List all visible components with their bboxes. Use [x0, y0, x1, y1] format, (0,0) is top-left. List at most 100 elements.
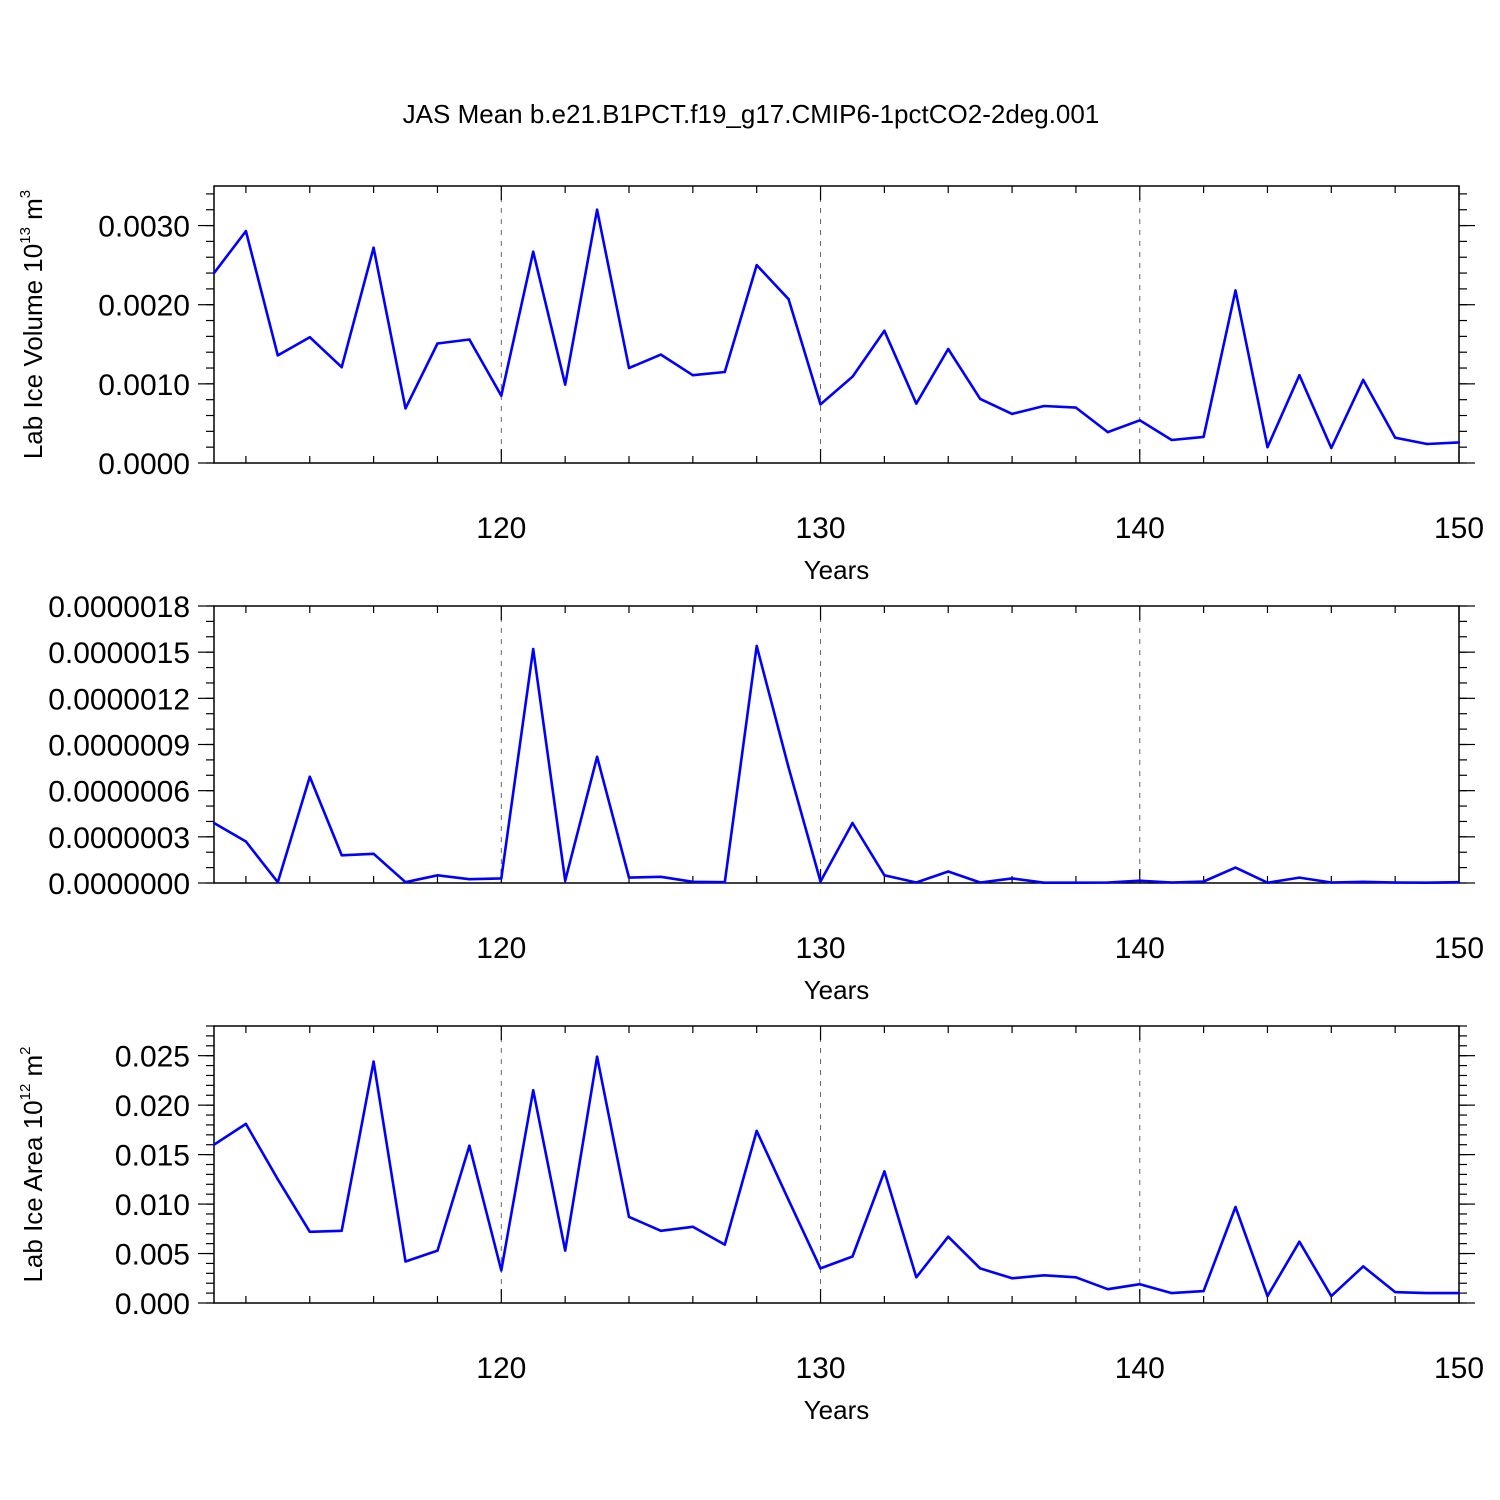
x-axis-label: Years [804, 555, 870, 585]
y-tick-label: 0.0000009 [48, 730, 190, 763]
data-point [978, 1267, 982, 1270]
y-tick-label: 0.0010 [98, 369, 190, 402]
x-tick-label: 130 [796, 512, 846, 545]
data-point [1234, 289, 1237, 292]
data-point [500, 394, 503, 397]
data-point [1425, 881, 1429, 884]
data-point [532, 1089, 535, 1092]
data-point [1170, 1291, 1173, 1295]
data-point [915, 1276, 918, 1279]
x-tick-label: 140 [1115, 1352, 1165, 1385]
data-point [787, 766, 790, 769]
plot-frame [213, 605, 1460, 884]
data-point [1234, 1205, 1237, 1209]
data-point [755, 263, 758, 267]
data-point [1106, 430, 1110, 434]
y-tick-label: 0.0000003 [48, 822, 190, 855]
data-point [787, 297, 790, 301]
panel-1: 0.0000 0.0010 0.0020 0.0030 120 130 140 150 Year… [17, 185, 1484, 585]
data-point [691, 1225, 695, 1229]
data-point [978, 397, 982, 401]
data-point [1362, 880, 1365, 883]
data-point [244, 1122, 248, 1126]
data-point [563, 1249, 567, 1252]
data-point [819, 403, 822, 406]
data-point [1010, 1277, 1014, 1280]
data-point [915, 402, 918, 405]
data-point [372, 1060, 375, 1063]
x-tick-label: 120 [476, 1352, 526, 1385]
data-point [723, 370, 726, 374]
data-point [595, 1055, 599, 1058]
y-tick-label: 0.0000000 [48, 868, 190, 901]
data-point [372, 852, 375, 855]
data-point [1425, 1291, 1429, 1295]
data-point [404, 407, 407, 410]
data-point [659, 1229, 663, 1232]
data-point [468, 1144, 471, 1147]
data-point [659, 875, 663, 879]
data-point [1330, 446, 1333, 450]
data-point [1393, 881, 1397, 884]
data-point [276, 881, 280, 884]
data-point [276, 1178, 280, 1181]
y-tick-label: 0.020 [115, 1090, 190, 1123]
data-point [1457, 881, 1461, 884]
data-point [1298, 373, 1301, 377]
data-point [947, 870, 950, 873]
data-point [1106, 1287, 1110, 1291]
data-point [436, 342, 439, 345]
data-point [340, 854, 343, 857]
data-point [1042, 1274, 1046, 1277]
y-tick-label: 0.015 [115, 1140, 190, 1173]
data-point [915, 881, 918, 884]
y-tick-label: 0.0030 [98, 211, 190, 244]
y-tick-label: 0.0000 [98, 448, 190, 481]
data-point [308, 335, 311, 339]
data-point [883, 1170, 886, 1173]
data-point [627, 366, 631, 370]
x-tick-label: 120 [476, 932, 526, 965]
data-point [340, 1229, 343, 1232]
data-point [1074, 406, 1078, 409]
data-point [1362, 378, 1365, 382]
data-point [1202, 1289, 1205, 1293]
data-point [627, 1215, 631, 1219]
data-point [723, 1243, 726, 1246]
data-point [691, 880, 695, 883]
data-point [1010, 877, 1014, 880]
chart-title: JAS Mean b.e21.B1PCT.f19_g17.CMIP6-1pctC… [403, 99, 1100, 129]
data-point [851, 821, 854, 825]
data-point [1170, 438, 1173, 442]
y-axis-label: Lab Ice Area 1012 m2 [17, 1046, 48, 1282]
data-point [1138, 879, 1141, 882]
data-point [404, 1260, 407, 1263]
data-point [340, 366, 343, 369]
data-point [1042, 881, 1046, 884]
y-tick-label: 0.0000012 [48, 683, 190, 716]
data-point [1234, 866, 1237, 869]
data-point [1106, 881, 1110, 884]
x-tick-label: 150 [1434, 932, 1484, 965]
panel-3: 0.000 0.005 0.010 0.015 0.020 0.025 120 130 140 1… [17, 1025, 1484, 1425]
x-axis-label: Years [804, 975, 870, 1005]
data-point [819, 880, 822, 883]
data-point [212, 821, 216, 825]
data-point [723, 881, 726, 884]
data-point [1010, 412, 1014, 416]
data-point [1457, 441, 1461, 444]
data-point [500, 877, 503, 880]
data-point [1202, 880, 1205, 883]
data-point [1138, 419, 1141, 422]
data-point [468, 338, 471, 341]
data-point [691, 373, 695, 377]
x-tick-label: 140 [1115, 932, 1165, 965]
data-point [659, 353, 663, 356]
x-tick-label: 150 [1434, 1352, 1484, 1385]
data-point [436, 1249, 439, 1252]
data-point [372, 246, 375, 249]
x-tick-label: 140 [1115, 512, 1165, 545]
y-tick-label: 0.010 [115, 1189, 190, 1222]
x-tick-label: 150 [1434, 512, 1484, 545]
